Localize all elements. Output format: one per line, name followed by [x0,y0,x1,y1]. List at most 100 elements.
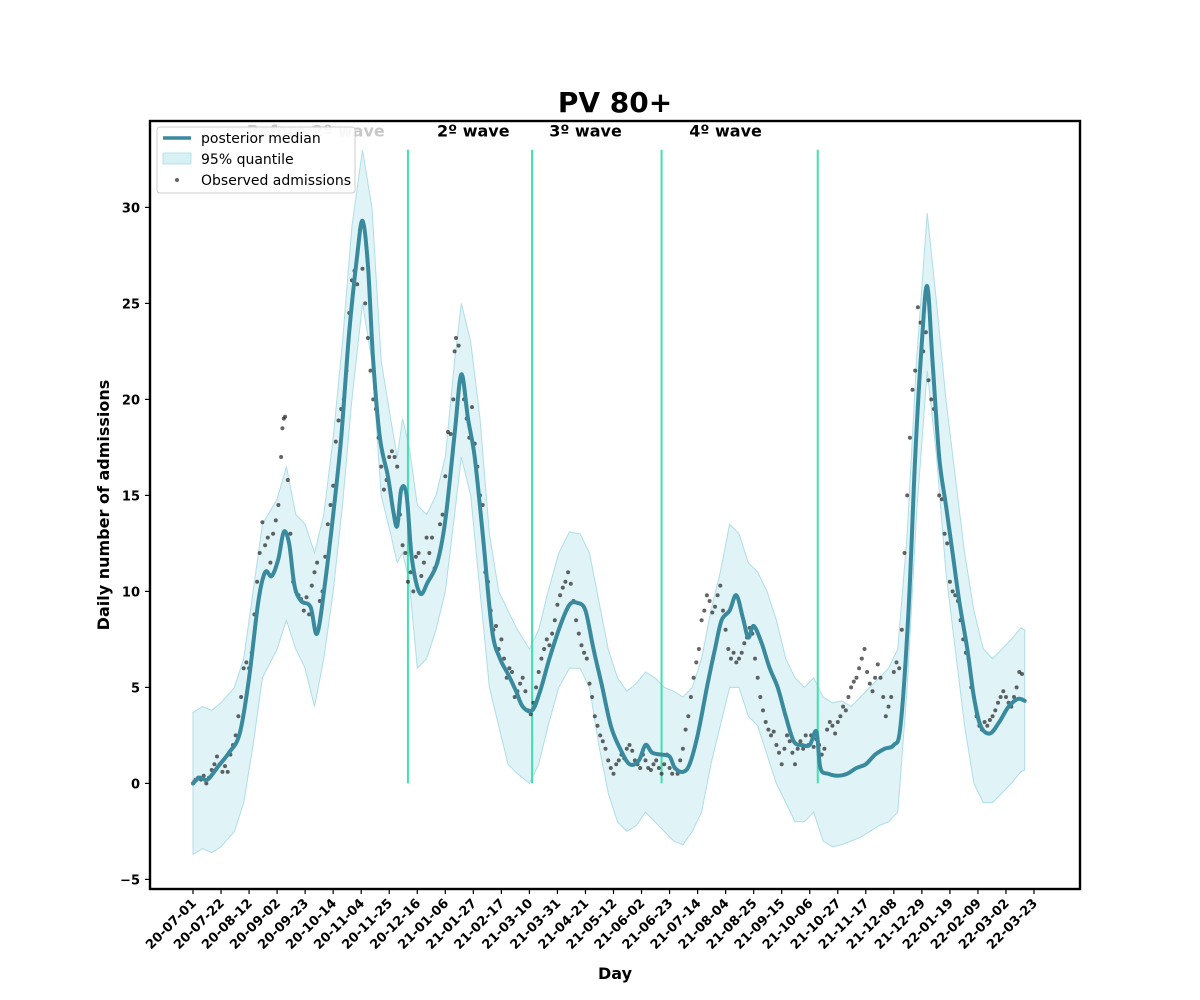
observed-point [592,714,597,719]
observed-point [1012,695,1016,699]
observed-point [627,743,632,747]
observed-point [833,731,838,736]
observed-point [1001,689,1006,694]
observed-point [654,758,659,763]
observed-point [587,681,592,686]
observed-point [539,656,544,661]
observed-point [614,762,619,767]
observed-point [408,570,413,575]
observed-point [990,714,995,719]
observed-point [691,675,696,680]
observed-point [683,727,688,732]
y-tick-label: 5 [131,681,140,696]
observed-point [763,720,768,724]
observed-point [827,720,832,724]
observed-point [883,714,888,719]
observed-point [699,618,704,623]
observed-point [662,762,667,767]
observed-point [456,343,461,348]
observed-point [737,656,741,661]
observed-point [403,551,408,555]
legend-label: Observed admissions [201,173,351,189]
observed-point [651,762,656,767]
observed-point [440,512,445,517]
observed-point [279,455,284,459]
observed-point [379,464,384,469]
observed-point [923,330,928,335]
observed-point [301,608,306,613]
legend-dot-swatch [175,178,179,182]
observed-point [544,637,549,642]
observed-point [753,656,757,661]
observed-point [811,744,816,749]
observed-point [678,758,683,763]
observed-point [710,610,715,615]
observed-point [926,378,931,383]
legend-band-swatch [162,152,192,165]
observed-point [255,579,260,584]
observed-point [470,405,474,410]
observed-point [387,455,392,459]
observed-point [1014,685,1019,690]
observed-point [395,464,400,469]
wave-label: 4º wave [689,121,762,140]
observed-point [849,685,854,690]
observed-point [680,746,685,751]
observed-point [782,746,787,751]
y-tick-label: 25 [122,297,140,312]
observed-point [769,733,773,738]
observed-point [902,551,907,555]
observed-point [452,349,457,354]
observed-point [280,426,285,431]
observed-point [704,593,709,598]
observed-point [512,695,517,699]
observed-point [215,754,219,759]
observed-point [998,695,1003,699]
observed-point [534,685,539,690]
observed-point [331,483,336,488]
observed-point [494,624,498,628]
observed-point [715,593,720,598]
observed-point [419,574,424,578]
observed-point [411,589,416,594]
observed-point [309,583,314,588]
observed-point [233,733,238,738]
observed-point [696,647,701,651]
observed-point [265,535,270,540]
x-axis-label: Day [598,964,633,983]
observed-point [638,766,643,770]
observed-point [363,301,368,306]
observed-point [574,618,579,623]
observed-point [510,670,514,674]
observed-point [523,689,528,694]
observed-point [942,531,947,536]
observed-point [843,708,848,713]
observed-point [552,618,557,623]
observed-point [424,535,429,540]
legend-label: 95% quantile [201,152,294,168]
observed-point [758,695,763,699]
wave-label: 3º wave [549,121,622,140]
observed-point [881,695,886,699]
observed-point [793,762,797,767]
observed-point [389,449,394,454]
observed-point [360,266,365,271]
observed-point [899,627,904,632]
observed-point [993,708,998,713]
observed-point [854,675,859,680]
observed-point [568,581,573,586]
observed-point [381,487,386,492]
observed-point [590,695,595,699]
observed-point [584,656,589,661]
observed-point [694,660,699,665]
observed-point [443,474,448,479]
observed-point [838,714,843,719]
observed-point [257,551,262,555]
observed-point [865,670,870,674]
observed-point [223,764,227,769]
observed-point [798,739,803,744]
observed-point [560,585,565,590]
observed-point [945,541,950,546]
y-tick-label: 10 [122,585,140,600]
